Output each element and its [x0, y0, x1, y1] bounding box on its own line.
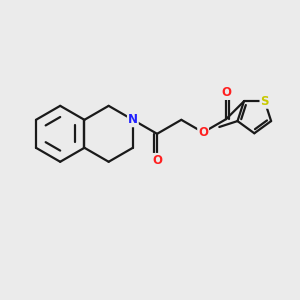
Text: O: O [221, 86, 231, 99]
Text: O: O [152, 154, 162, 167]
Text: S: S [260, 95, 269, 108]
Text: N: N [128, 113, 138, 126]
Text: O: O [198, 126, 208, 139]
